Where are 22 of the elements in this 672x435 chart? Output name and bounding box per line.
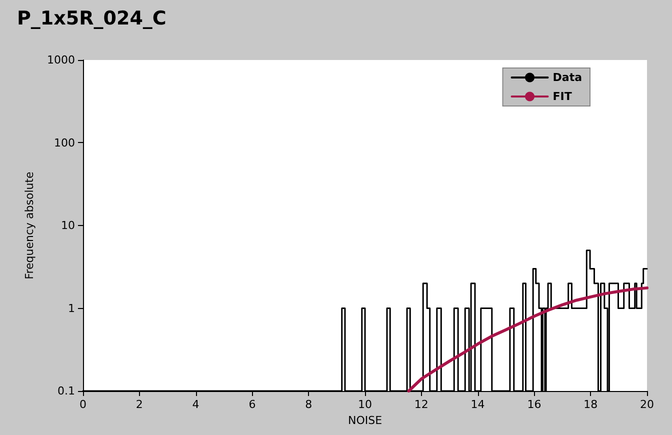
x-tick-label: 6 — [248, 398, 256, 411]
x-tick-label: 18 — [584, 398, 598, 411]
x-tick-label: 4 — [192, 398, 200, 411]
x-tick-label: 8 — [305, 398, 312, 411]
x-tick-label: 20 — [640, 398, 654, 411]
legend-label: FIT — [552, 90, 572, 103]
y-axis-title: Frequency absolute — [23, 171, 36, 280]
y-tick-label: 100 — [54, 136, 75, 150]
x-tick-label: 14 — [470, 398, 485, 411]
chart-title: P_1x5R_024_C — [17, 8, 166, 30]
x-tick-label: 10 — [358, 398, 372, 411]
y-tick-label: 1000 — [47, 54, 75, 66]
x-tick-label: 0 — [80, 398, 86, 411]
x-axis-title: NOISE — [348, 414, 382, 427]
x-tick-label: 12 — [414, 398, 428, 411]
x-tick-label: 2 — [136, 398, 143, 411]
y-tick-label: 0.1 — [58, 384, 75, 398]
legend-label: Data — [552, 71, 582, 84]
y-tick-label: 10 — [61, 219, 75, 232]
line-series — [407, 286, 648, 392]
x-tick-label: 16 — [527, 398, 542, 411]
y-tick-label: 1 — [68, 302, 75, 315]
